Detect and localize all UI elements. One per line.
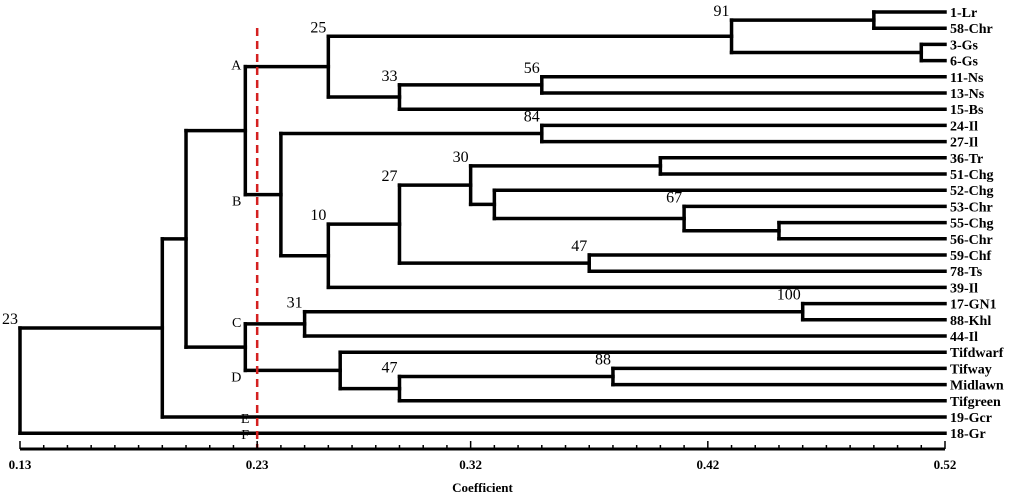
support-value: 47	[381, 360, 397, 377]
leaf-label: 36-Tr	[950, 152, 983, 167]
leaf-label: 18-Gr	[950, 427, 986, 442]
support-value: 91	[714, 3, 730, 20]
support-value: 10	[310, 207, 326, 224]
leaf-label: 3-Gs	[950, 38, 979, 53]
group-label: C	[232, 316, 241, 331]
group-labels: A B C D EF	[231, 59, 249, 444]
leaf-label: 6-Gs	[950, 55, 979, 70]
leaf-label: Midlawn	[950, 379, 1004, 394]
support-value: 56	[524, 60, 540, 77]
group-label: D	[231, 370, 241, 385]
support-values: 91 56 33 25 84 67 30 47 27 10 100 31 88 47 23	[2, 3, 801, 376]
support-value: 25	[310, 19, 326, 36]
tick-label: 0.52	[934, 457, 957, 472]
leaf-label: Tifgreen	[950, 395, 1001, 410]
leaf-label: 56-Chr	[950, 233, 993, 248]
leaf-label: 88-Khl	[950, 314, 991, 329]
leaf-label: 53-Chr	[950, 200, 993, 215]
support-value: 67	[666, 189, 682, 206]
leaf-label: 55-Chg	[950, 217, 994, 232]
leaf-label: 52-Chg	[950, 184, 994, 199]
leaf-label: 39-Il	[950, 281, 978, 296]
leaf-label: Tifway	[950, 362, 992, 377]
support-value: 33	[381, 68, 397, 85]
dendrogram-branches	[18, 10, 947, 435]
support-value: 47	[571, 238, 587, 255]
leaf-label: Tifdwarf	[950, 346, 1004, 361]
group-label: F	[241, 428, 249, 443]
coefficient-axis: 0.13 0.23 0.32 0.42 0.52 Coefficient	[9, 441, 957, 495]
leaf-label: 17-GN1	[950, 298, 997, 313]
support-value: 88	[595, 351, 611, 368]
tick-label: 0.23	[246, 457, 269, 472]
leaf-label: 59-Chf	[950, 249, 992, 264]
leaf-label: 11-Ns	[950, 71, 984, 86]
group-label: B	[232, 195, 241, 210]
leaf-label: 13-Ns	[950, 87, 985, 102]
group-label: E	[241, 412, 250, 427]
tick-label: 0.32	[459, 457, 482, 472]
leaf-label: 1-Lr	[950, 6, 977, 21]
leaf-label: 78-Ts	[950, 265, 983, 280]
leaf-label: 15-Bs	[950, 103, 984, 118]
axis-title: Coefficient	[452, 480, 513, 495]
leaf-label: 24-Il	[950, 119, 978, 134]
group-label: A	[231, 59, 242, 74]
support-value: 27	[381, 168, 397, 185]
tick-label: 0.13	[9, 457, 32, 472]
support-value: 30	[453, 149, 469, 166]
leaf-label: 27-Il	[950, 136, 978, 151]
leaf-label: 44-Il	[950, 330, 978, 345]
leaf-label: 58-Chr	[950, 22, 993, 37]
support-value: 31	[287, 295, 303, 312]
support-value: 100	[777, 287, 801, 304]
leaf-label: 19-Gcr	[950, 411, 992, 426]
tick-label: 0.42	[696, 457, 719, 472]
leaf-label: 51-Chg	[950, 168, 994, 183]
support-value: 84	[524, 108, 540, 125]
support-value: 23	[2, 311, 18, 328]
